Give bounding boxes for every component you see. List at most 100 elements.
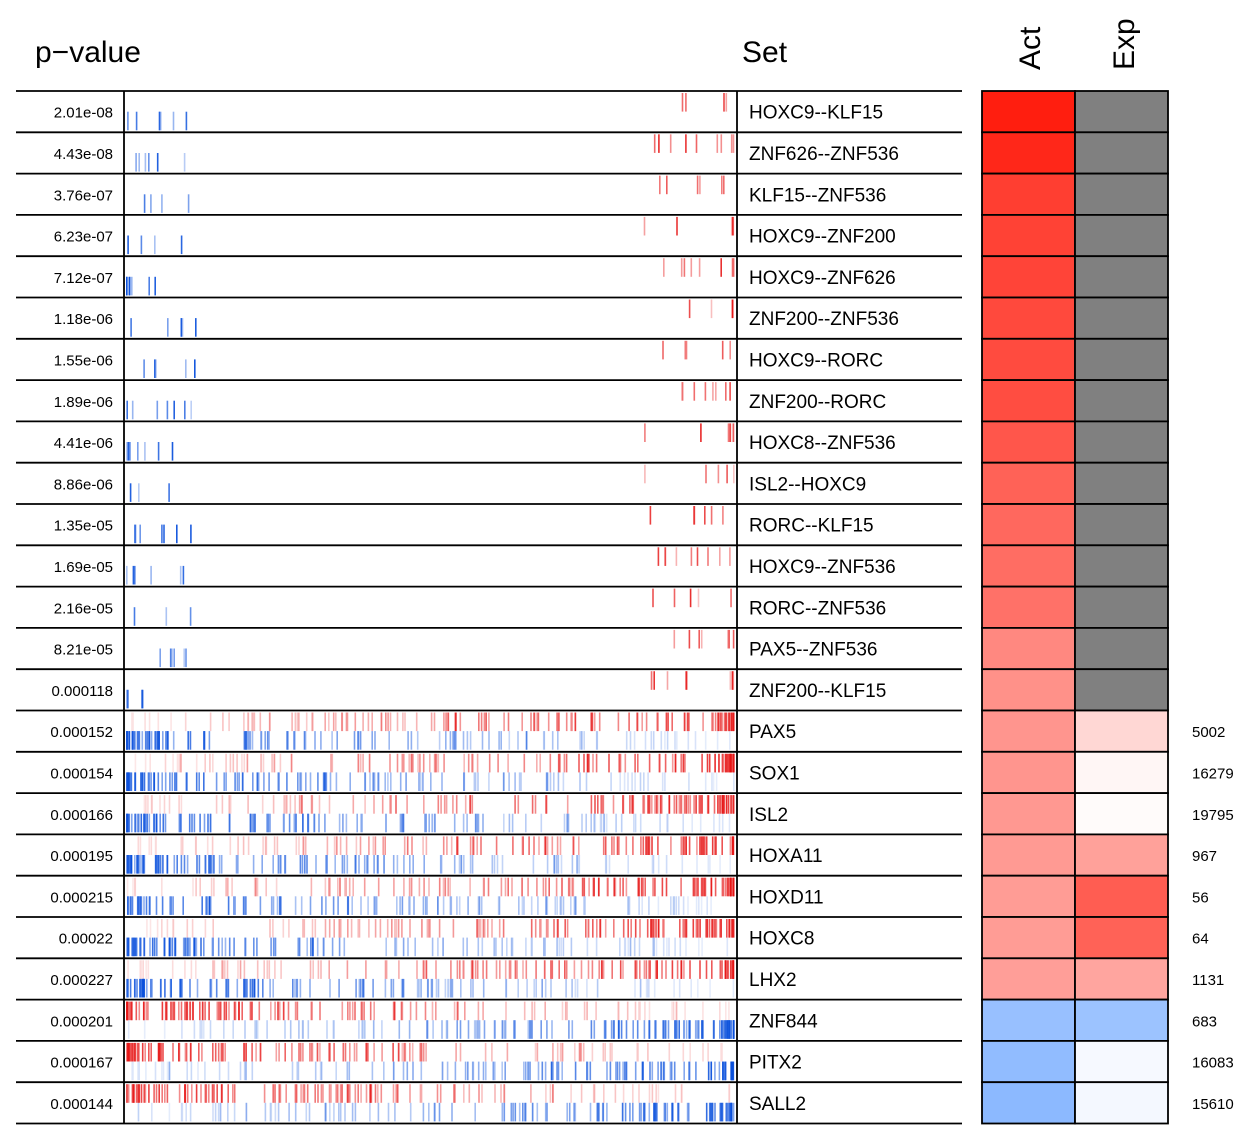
barcode-tick-19	[328, 877, 330, 897]
barcode-tick-20	[714, 919, 716, 938]
barcode-tick-22	[181, 1020, 183, 1039]
barcode-tick-19	[627, 896, 629, 915]
barcode-tick-24	[494, 1084, 496, 1103]
barcode-tick-21	[474, 960, 477, 979]
barcode-tick-18	[279, 855, 282, 874]
barcode-tick-16	[712, 772, 715, 791]
barcode-tick-24	[339, 1102, 342, 1122]
barcode-tick-18	[647, 836, 649, 855]
barcode-tick-21	[509, 960, 512, 979]
barcode-tick-20	[379, 919, 382, 938]
set-label: HOXC9--ZNF200	[749, 227, 896, 248]
barcode-tick-22	[369, 1001, 372, 1021]
barcode-tick-20	[479, 919, 482, 938]
barcode-tick-21	[525, 960, 528, 979]
barcode-tick-15	[453, 731, 455, 750]
barcode-tick-18	[341, 855, 344, 874]
barcode-tick-16	[412, 753, 414, 773]
barcode-tick-18	[702, 836, 704, 855]
barcode-tick-23	[349, 1042, 351, 1062]
barcode-tick-15	[570, 712, 572, 732]
barcode-tick-22	[426, 1020, 429, 1039]
barcode-tick-20	[182, 937, 185, 957]
barcode-tick-16	[134, 753, 137, 773]
barcode-tick-16	[549, 772, 552, 791]
barcode-tick-15	[683, 712, 686, 732]
barcode-tick-18	[682, 836, 684, 855]
barcode-tick-21	[226, 960, 229, 979]
barcode-tick-24	[143, 1084, 145, 1103]
barcode-tick-15	[305, 712, 308, 732]
barcode-tick-18	[247, 836, 250, 855]
barcode-tick-21	[591, 960, 594, 979]
barcode-tick-1	[653, 134, 656, 153]
barcode-tick-21	[600, 960, 603, 979]
barcode-tick-20	[224, 937, 227, 957]
barcode-tick-15	[687, 731, 690, 750]
barcode-tick-7	[682, 382, 684, 401]
barcode-tick-18	[604, 836, 607, 855]
barcode-tick-24	[545, 1084, 547, 1103]
barcode-tick-15	[247, 712, 250, 732]
barcode-tick-13	[732, 629, 735, 649]
barcode-tick-17	[443, 795, 446, 814]
barcode-tick-12	[133, 607, 136, 626]
barcode-tick-24	[597, 1102, 600, 1122]
barcode-tick-11	[707, 547, 709, 566]
barcode-tick-21	[181, 978, 183, 998]
barcode-tick-19	[233, 896, 235, 915]
count-label: 1131	[1192, 972, 1224, 989]
barcode-tick-20	[272, 937, 275, 957]
barcode-tick-17	[567, 813, 569, 833]
barcode-tick-15	[459, 712, 462, 732]
barcode-tick-21	[222, 960, 224, 979]
barcode-tick-17	[727, 795, 730, 814]
barcode-tick-16	[559, 753, 561, 773]
barcode-tick-5	[710, 299, 713, 319]
barcode-tick-17	[352, 795, 355, 814]
barcode-tick-18	[696, 836, 698, 855]
barcode-tick-24	[719, 1102, 721, 1122]
barcode-tick-4	[663, 258, 665, 277]
barcode-tick-20	[652, 937, 654, 957]
pvalue-label: 0.000195	[50, 848, 113, 865]
barcode-tick-14	[731, 671, 734, 690]
barcode-tick-16	[309, 772, 312, 791]
barcode-tick-21	[146, 978, 148, 998]
barcode-tick-22	[326, 1020, 328, 1039]
barcode-tick-18	[543, 836, 546, 855]
barcode-tick-21	[329, 978, 331, 998]
barcode-tick-18	[237, 836, 239, 855]
barcode-tick-23	[723, 1061, 726, 1081]
barcode-tick-19	[161, 877, 163, 897]
barcode-tick-19	[332, 896, 335, 915]
barcode-tick-24	[643, 1102, 646, 1122]
barcode-tick-15	[293, 731, 296, 750]
barcode-tick-20	[653, 937, 655, 957]
barcode-tick-18	[411, 836, 413, 855]
barcode-tick-16	[369, 772, 371, 791]
barcode-tick-20	[269, 919, 271, 938]
barcode-tick-22	[361, 1001, 364, 1021]
barcode-tick-23	[446, 1061, 449, 1081]
barcode-tick-21	[402, 978, 404, 998]
barcode-tick-22	[199, 1020, 201, 1039]
barcode-tick-17	[656, 795, 659, 814]
barcode-tick-20	[407, 937, 409, 957]
barcode-tick-24	[263, 1084, 266, 1103]
barcode-tick-22	[501, 1020, 504, 1039]
barcode-tick-15	[666, 731, 669, 750]
barcode-tick-21	[402, 978, 405, 998]
barcode-tick-21	[460, 978, 462, 998]
barcode-tick-24	[601, 1102, 604, 1122]
barcode-tick-20	[311, 937, 314, 957]
barcode-tick-21	[653, 978, 656, 998]
barcode-tick-20	[151, 937, 154, 957]
barcode-tick-22	[676, 1001, 678, 1021]
barcode-tick-16	[144, 753, 147, 773]
barcode-tick-19	[347, 896, 350, 915]
barcode-tick-20	[133, 937, 135, 957]
count-label: 683	[1192, 1013, 1217, 1030]
barcode-tick-19	[346, 896, 349, 915]
barcode-tick-23	[251, 1061, 254, 1081]
